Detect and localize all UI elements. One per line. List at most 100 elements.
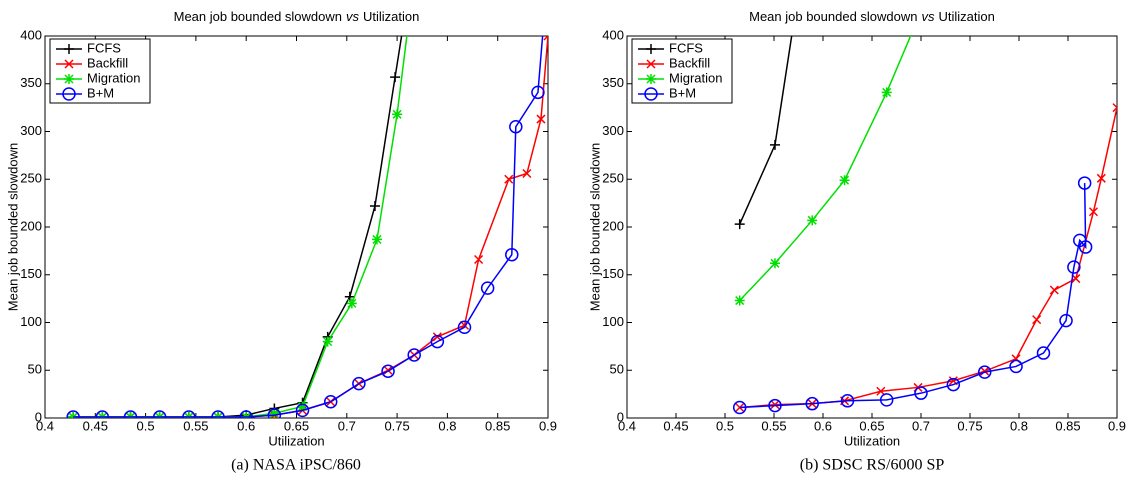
marker <box>839 175 850 186</box>
caption: (b) SDSC RS/6000 SP <box>800 457 945 474</box>
marker <box>457 320 472 335</box>
y-tick-label: 200 <box>20 218 42 233</box>
series-line <box>739 183 1087 409</box>
marker <box>536 114 546 124</box>
series-line <box>739 36 793 225</box>
y-tick-label: 0 <box>617 409 624 424</box>
marker <box>381 364 395 378</box>
x-tick-label: 0.8 <box>438 418 456 433</box>
y-axis-label: Mean job bounded slowdown <box>587 143 602 311</box>
title-part: Utilization <box>363 9 419 24</box>
x-tick-label: 0.9 <box>1108 418 1126 433</box>
marker <box>269 408 280 418</box>
marker <box>295 403 310 418</box>
x-tick-label: 0.75 <box>384 418 409 433</box>
y-tick-label: 150 <box>602 266 624 281</box>
marker <box>182 410 196 418</box>
series-line <box>73 36 544 418</box>
x-tick-label: 0.45 <box>663 418 688 433</box>
y-tick-label: 200 <box>602 218 624 233</box>
x-tick-label: 0.65 <box>284 418 309 433</box>
marker <box>1032 315 1042 325</box>
marker <box>840 394 855 408</box>
marker <box>531 85 545 100</box>
y-tick-label: 400 <box>20 27 42 42</box>
marker <box>977 365 992 379</box>
marker <box>914 386 928 400</box>
legend-marker <box>646 59 656 69</box>
marker <box>392 109 403 120</box>
legend-marker <box>64 74 74 84</box>
legend-marker <box>644 87 658 101</box>
title-part: Utilization <box>939 9 995 24</box>
plot-area <box>66 1 551 418</box>
marker <box>1049 285 1059 295</box>
marker <box>352 376 366 391</box>
marker <box>66 410 80 418</box>
marker <box>369 200 380 211</box>
marker <box>509 119 523 134</box>
x-tick-label: 0.55 <box>761 418 786 433</box>
marker <box>539 1 551 13</box>
x-tick-label: 0.85 <box>485 418 510 433</box>
y-tick-label: 250 <box>602 171 624 186</box>
y-tick-label: 350 <box>602 75 624 90</box>
legend-label: B+M <box>87 85 114 100</box>
marker <box>346 298 357 309</box>
legend-label: Backfill <box>87 55 128 70</box>
y-tick-label: 300 <box>20 123 42 138</box>
x-tick-label: 0.9 <box>539 418 557 433</box>
marker <box>123 410 138 418</box>
marker <box>504 174 514 184</box>
marker <box>768 398 782 413</box>
x-tick-label: 0.85 <box>1055 418 1080 433</box>
marker <box>1078 240 1093 254</box>
marker <box>543 36 548 41</box>
y-tick-label: 100 <box>20 314 42 329</box>
x-tick-label: 0.4 <box>618 418 636 433</box>
x-tick-label: 0.5 <box>137 418 155 433</box>
marker <box>734 219 745 230</box>
legend-marker <box>64 44 74 54</box>
x-tick-label: 0.7 <box>338 418 356 433</box>
marker <box>390 72 401 83</box>
marker <box>946 377 961 392</box>
marker <box>1036 346 1051 360</box>
y-tick-label: 150 <box>20 266 42 281</box>
x-tick-label: 0.4 <box>36 418 54 433</box>
marker <box>732 400 747 415</box>
marker <box>1088 207 1099 217</box>
title-part: Mean job bounded slowdown <box>174 9 342 24</box>
y-tick-label: 0 <box>35 409 42 424</box>
y-tick-label: 400 <box>602 27 624 42</box>
marker <box>807 215 818 226</box>
chart-title: Mean job bounded slowdown vs Utilization <box>749 9 995 24</box>
x-tick-label: 0.75 <box>957 418 982 433</box>
y-tick-label: 50 <box>610 362 624 377</box>
x-axis-label: Utilization <box>268 433 324 448</box>
plot-area <box>732 36 1117 415</box>
marker <box>297 401 308 412</box>
legend-label: FCFS <box>669 40 703 55</box>
series-line <box>739 36 912 302</box>
marker <box>1009 359 1023 374</box>
y-tick-label: 350 <box>20 75 42 90</box>
x-tick-label: 0.65 <box>859 418 884 433</box>
title-part: Mean job bounded slowdown <box>749 9 917 24</box>
marker <box>407 348 421 362</box>
marker <box>1096 173 1106 183</box>
title-part: vs <box>922 9 936 24</box>
marker <box>211 410 225 418</box>
legend-label: B+M <box>669 85 696 100</box>
legend-label: Migration <box>87 70 140 85</box>
legend-marker <box>646 74 656 84</box>
marker <box>881 87 892 98</box>
legend-marker <box>64 59 74 69</box>
x-axis-label: Utilization <box>844 433 900 448</box>
marker <box>505 247 519 262</box>
marker <box>1112 103 1117 113</box>
marker <box>522 168 532 179</box>
marker <box>1077 176 1092 190</box>
x-tick-label: 0.7 <box>912 418 930 433</box>
